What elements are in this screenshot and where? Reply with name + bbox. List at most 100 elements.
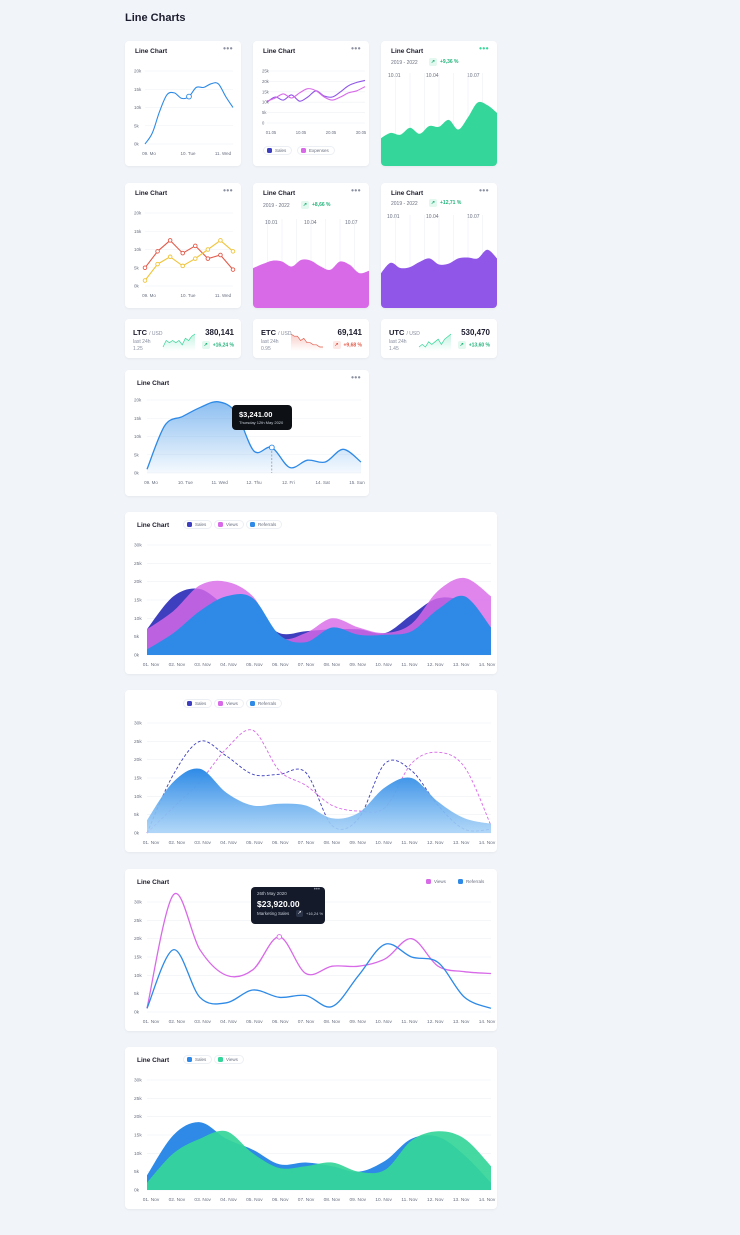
- legend-label: Views: [226, 1057, 238, 1062]
- card-title: Line Chart: [391, 190, 424, 197]
- date-label: 10.07: [467, 73, 480, 79]
- change-value: +9,68 %: [343, 342, 363, 349]
- y-tick-label: 15k: [134, 87, 142, 92]
- y-tick-label: 10k: [134, 794, 142, 800]
- data-point: [142, 278, 148, 283]
- legend-sales[interactable]: Sales: [263, 146, 293, 155]
- x-tick-label: 03. Nov: [194, 1197, 211, 1203]
- x-tick-label: 10. Tue: [180, 293, 196, 298]
- x-tick-label: 10. Tue: [180, 151, 196, 156]
- legend-views[interactable]: Views: [214, 520, 244, 529]
- ticker-unit: / USD: [406, 331, 420, 337]
- x-tick-label: 12. Nov: [427, 662, 444, 668]
- x-tick-label: 07. Nov: [298, 1197, 315, 1203]
- legend-expenses[interactable]: Expenses: [297, 146, 335, 155]
- x-tick-label: 06. Nov: [272, 1197, 289, 1203]
- legend-referrals[interactable]: Referrals: [455, 877, 489, 886]
- x-tick-label: 14. Nov: [479, 1197, 496, 1203]
- more-dots-icon[interactable]: •••: [479, 44, 489, 53]
- x-tick-label: 15. Sun: [349, 480, 365, 485]
- x-tick-label: 09. Nov: [349, 1197, 366, 1203]
- x-tick-label: 03. Nov: [194, 1019, 211, 1025]
- more-dots-icon[interactable]: •••: [223, 44, 233, 53]
- x-tick-label: 30.05: [356, 130, 367, 135]
- chart-card-c9: Sales Views Referrals 30k 25k 20k 15k 10k 5k 0…: [125, 690, 497, 852]
- y-tick-label: 0k: [134, 471, 140, 476]
- y-tick-label: 25k: [262, 69, 270, 74]
- series-area: [147, 401, 361, 473]
- x-tick-label: 12. Thu: [246, 480, 262, 485]
- card-title: Line Chart: [137, 879, 170, 886]
- x-tick-label: 04. Nov: [220, 1197, 237, 1203]
- y-tick-label: 30k: [134, 1078, 142, 1084]
- y-tick-label: 10k: [134, 247, 142, 252]
- tooltip-date: Thursday 12th May 2020: [239, 420, 284, 425]
- sparkline-line: [162, 333, 196, 348]
- more-dots-icon[interactable]: •••: [351, 373, 361, 382]
- marker-point: [276, 934, 283, 940]
- legend-label: Views: [434, 879, 446, 884]
- legend-views[interactable]: Views: [214, 699, 244, 708]
- chart-card-c7: Line Chart ••• 20k 15k 10k 5k 0k 09. Mo 10. Tu…: [125, 370, 369, 496]
- ticker-sub: last 24h 1.45: [389, 339, 407, 352]
- x-tick-label: 06. Nov: [272, 662, 289, 668]
- legend-referrals[interactable]: Referrals: [246, 520, 283, 529]
- series-line: [144, 82, 234, 145]
- ticker-name: ETC / USD: [261, 328, 291, 337]
- x-tick-label: 13. Nov: [453, 840, 470, 846]
- ticker-card-etc[interactable]: ETC / USD last 24h 0.95 69,141 ↗ +9,68 %: [253, 319, 369, 358]
- ticker-name: LTC / USD: [133, 328, 162, 337]
- legend-views[interactable]: Views: [214, 1055, 244, 1064]
- ticker-symbol: LTC: [133, 328, 148, 337]
- x-tick-label: 08. Nov: [324, 840, 341, 846]
- legend-swatch: [187, 701, 192, 706]
- y-tick-label: 10k: [134, 1151, 142, 1157]
- x-tick-label: 01. Nov: [143, 662, 160, 668]
- data-point: [205, 247, 211, 252]
- legend-sales[interactable]: Sales: [183, 699, 213, 708]
- arrow-up-icon: ↗: [429, 199, 437, 207]
- legend-sales[interactable]: Sales: [183, 520, 213, 529]
- date-label: 10.04: [304, 220, 317, 226]
- card-title: Line Chart: [263, 48, 296, 55]
- more-dots-icon[interactable]: •••: [351, 186, 361, 195]
- arrow-up-icon: ↗: [296, 910, 303, 917]
- ticker-delta: 1.45: [389, 345, 399, 352]
- chart-card-c10: Line Chart Views Referrals 30k 25k 20k 15k 1…: [125, 869, 497, 1031]
- legend-sales[interactable]: Sales: [183, 1055, 213, 1064]
- y-tick-label: 15k: [134, 416, 142, 421]
- date-range: 2019 - 2022: [391, 60, 418, 66]
- ticker-card-ltc[interactable]: LTC / USD last 24h 1.25 380,141 ↗ +16,24 %: [125, 319, 241, 358]
- card-title: Line Chart: [137, 380, 170, 387]
- legend-referrals[interactable]: Referrals: [246, 699, 283, 708]
- ticker-change: ↗ +16,24 %: [201, 341, 234, 349]
- x-tick-label: 11. Nov: [401, 662, 418, 668]
- date-label: 10.07: [467, 214, 480, 220]
- y-tick-label: 20k: [134, 579, 142, 585]
- x-tick-label: 08. Nov: [324, 1197, 341, 1203]
- y-tick-label: 10k: [134, 616, 142, 622]
- ticker-symbol: ETC: [261, 328, 276, 337]
- y-tick-label: 5k: [134, 812, 140, 818]
- y-tick-label: 5k: [134, 123, 140, 128]
- y-tick-label: 20k: [134, 757, 142, 763]
- ticker-card-utc[interactable]: UTC / USD last 24h 1.45 530,470 ↗ +13,60 %: [381, 319, 497, 358]
- series-line: [144, 239, 234, 281]
- y-tick-label: 30k: [134, 543, 142, 549]
- more-dots-icon[interactable]: •••: [351, 44, 361, 53]
- legend-views[interactable]: Views: [423, 877, 451, 886]
- data-point: [230, 267, 236, 272]
- arrow-up-icon: ↗: [301, 201, 309, 209]
- more-dots-icon[interactable]: •••: [479, 186, 489, 195]
- legend-label: Sales: [275, 148, 287, 153]
- sparkline-area: [291, 334, 323, 351]
- legend-label: Views: [226, 701, 238, 706]
- legend-label: Sales: [195, 1057, 207, 1062]
- legend-label: Sales: [195, 522, 207, 527]
- more-dots-icon[interactable]: •••: [313, 887, 320, 893]
- chart-card-c3: Line Chart ••• 2019 - 2022 ↗ +9,36 % 10.0…: [381, 41, 497, 166]
- more-dots-icon[interactable]: •••: [223, 186, 233, 195]
- x-tick-label: 01. Nov: [143, 1019, 160, 1025]
- marker-point: [186, 93, 192, 100]
- x-tick-label: 10.05: [296, 130, 307, 135]
